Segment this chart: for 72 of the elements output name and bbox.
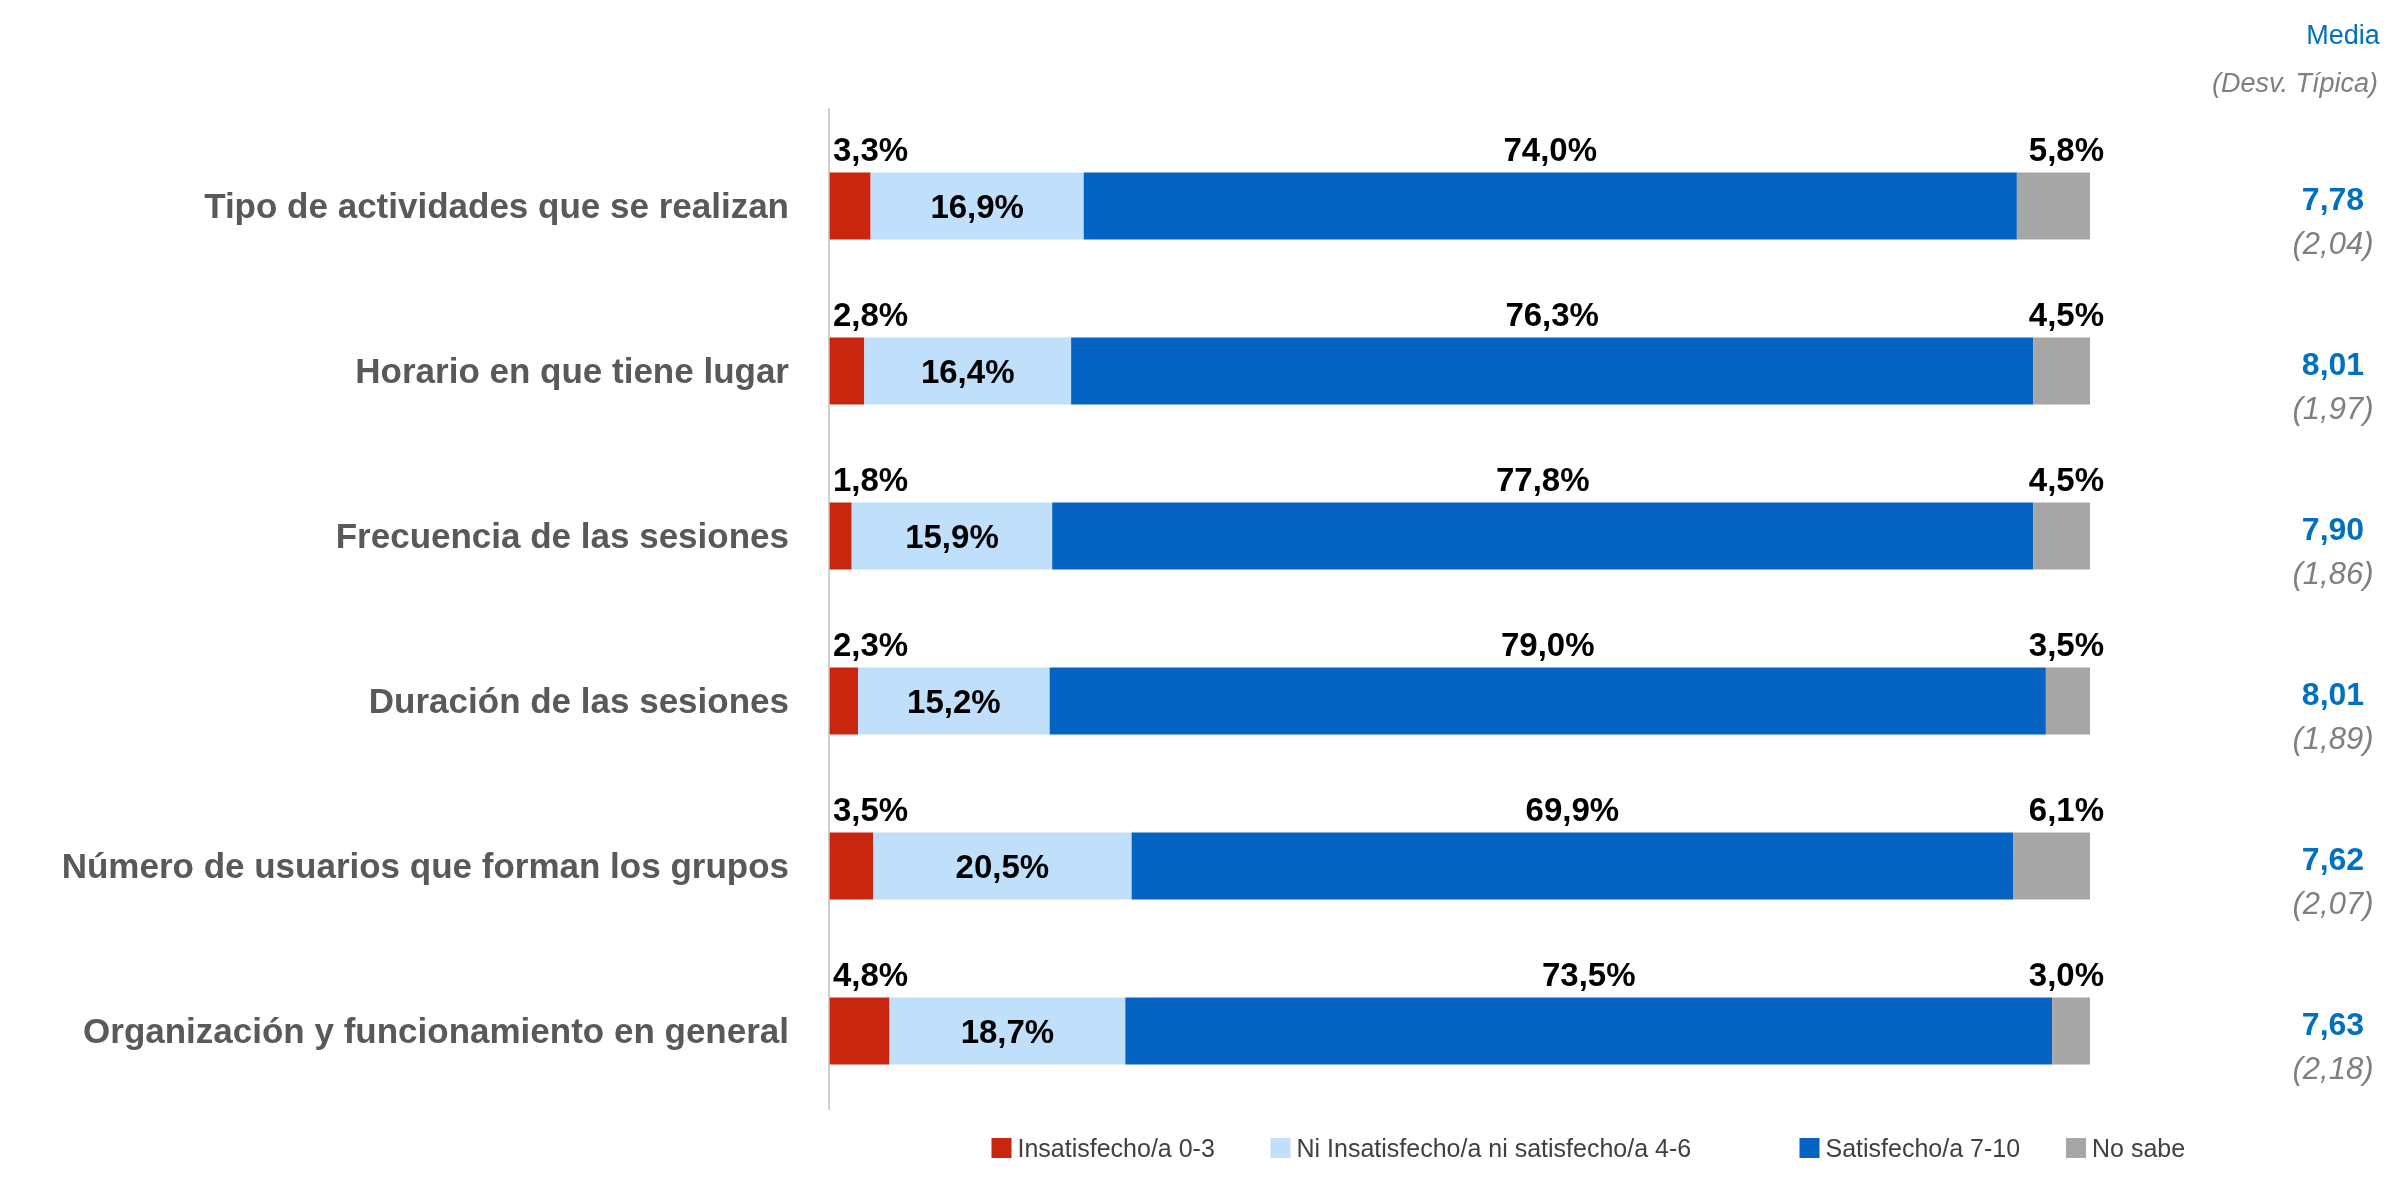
data-label: 79,0%	[1500, 625, 1595, 663]
legend-label: Satisfecho/a 7-10	[1825, 1134, 2021, 1162]
bar	[864, 337, 1072, 405]
data-label: 15,9%	[905, 518, 999, 555]
bar	[1071, 337, 2034, 405]
data-label: 77,8%	[1495, 460, 1590, 498]
y-tick-label: Número de usuarios que forman los grupos	[61, 846, 789, 885]
text: 7,90	[2301, 511, 2365, 547]
data-label: 69,9%	[1525, 790, 1620, 828]
bar	[889, 997, 1126, 1065]
data-label: 4,5%	[2028, 460, 2104, 498]
bar	[1125, 997, 2053, 1065]
data-label: 2,8%	[833, 295, 909, 333]
data-label: 15,2%	[907, 683, 1001, 720]
bar	[1131, 832, 2014, 900]
text: 7,63	[2301, 1006, 2365, 1042]
text: (1,89)	[2292, 721, 2374, 756]
y-tick-label: Tipo de actividades que se realizan	[204, 186, 789, 225]
bar	[829, 502, 852, 570]
data-label: 16,4%	[920, 353, 1015, 390]
data-label: 1,8%	[833, 460, 909, 498]
text: (2,18)	[2292, 1051, 2374, 1086]
bar	[829, 172, 871, 240]
bar	[2052, 997, 2090, 1065]
y-tick-label: Horario en que tiene lugar	[355, 351, 790, 390]
legend-label: Insatisfecho/a 0-3	[1017, 1134, 1215, 1162]
text: 7,78	[2301, 181, 2365, 217]
data-label: 74,0%	[1503, 130, 1598, 168]
bar	[829, 667, 858, 735]
bar	[829, 997, 890, 1065]
text: (1,97)	[2292, 391, 2374, 426]
y-tick-label: Organización y funcionamiento en general	[83, 1011, 789, 1050]
bar	[2033, 502, 2091, 570]
bar	[2013, 832, 2090, 900]
text: (2,07)	[2292, 886, 2374, 921]
bar	[858, 667, 1050, 735]
text: (Desv. Típica)	[2211, 68, 2378, 98]
bar	[851, 502, 1053, 570]
data-label: 20,5%	[955, 848, 1050, 885]
bar	[2045, 667, 2090, 735]
y-tick-label: Frecuencia de las sesiones	[335, 516, 789, 555]
data-label: 4,5%	[2028, 295, 2104, 333]
data-label: 2,3%	[833, 625, 909, 663]
y-tick-label: Duración de las sesiones	[368, 681, 789, 720]
data-label: 5,8%	[2028, 130, 2104, 168]
data-label: 3,0%	[2028, 955, 2104, 993]
data-label: 18,7%	[960, 1013, 1055, 1050]
bar	[1083, 172, 2017, 240]
data-label: 4,8%	[833, 955, 909, 993]
bar	[829, 832, 874, 900]
bar	[2033, 337, 2091, 405]
text: 7,62	[2301, 841, 2365, 877]
data-label: 16,9%	[930, 188, 1024, 225]
text: Media	[2306, 20, 2381, 50]
text: 8,01	[2301, 676, 2365, 712]
legend-label: No sabe	[2092, 1134, 2186, 1162]
bar	[870, 172, 1084, 240]
text: 8,01	[2301, 346, 2365, 382]
text: (1,86)	[2292, 556, 2374, 591]
bar	[829, 337, 865, 405]
data-label: 73,5%	[1541, 955, 1636, 993]
bar	[2016, 172, 2090, 240]
data-label: 6,1%	[2028, 790, 2104, 828]
bar	[1052, 502, 2034, 570]
data-label: 3,5%	[833, 790, 909, 828]
bar	[873, 832, 1132, 900]
data-label: 3,5%	[2028, 625, 2104, 663]
data-label: 76,3%	[1505, 295, 1599, 333]
bar	[1049, 667, 2046, 735]
legend-label: Ni Insatisfecho/a ni satisfecho/a 4-6	[1296, 1134, 1692, 1162]
text: (2,04)	[2292, 226, 2374, 261]
data-label: 3,3%	[833, 130, 909, 168]
